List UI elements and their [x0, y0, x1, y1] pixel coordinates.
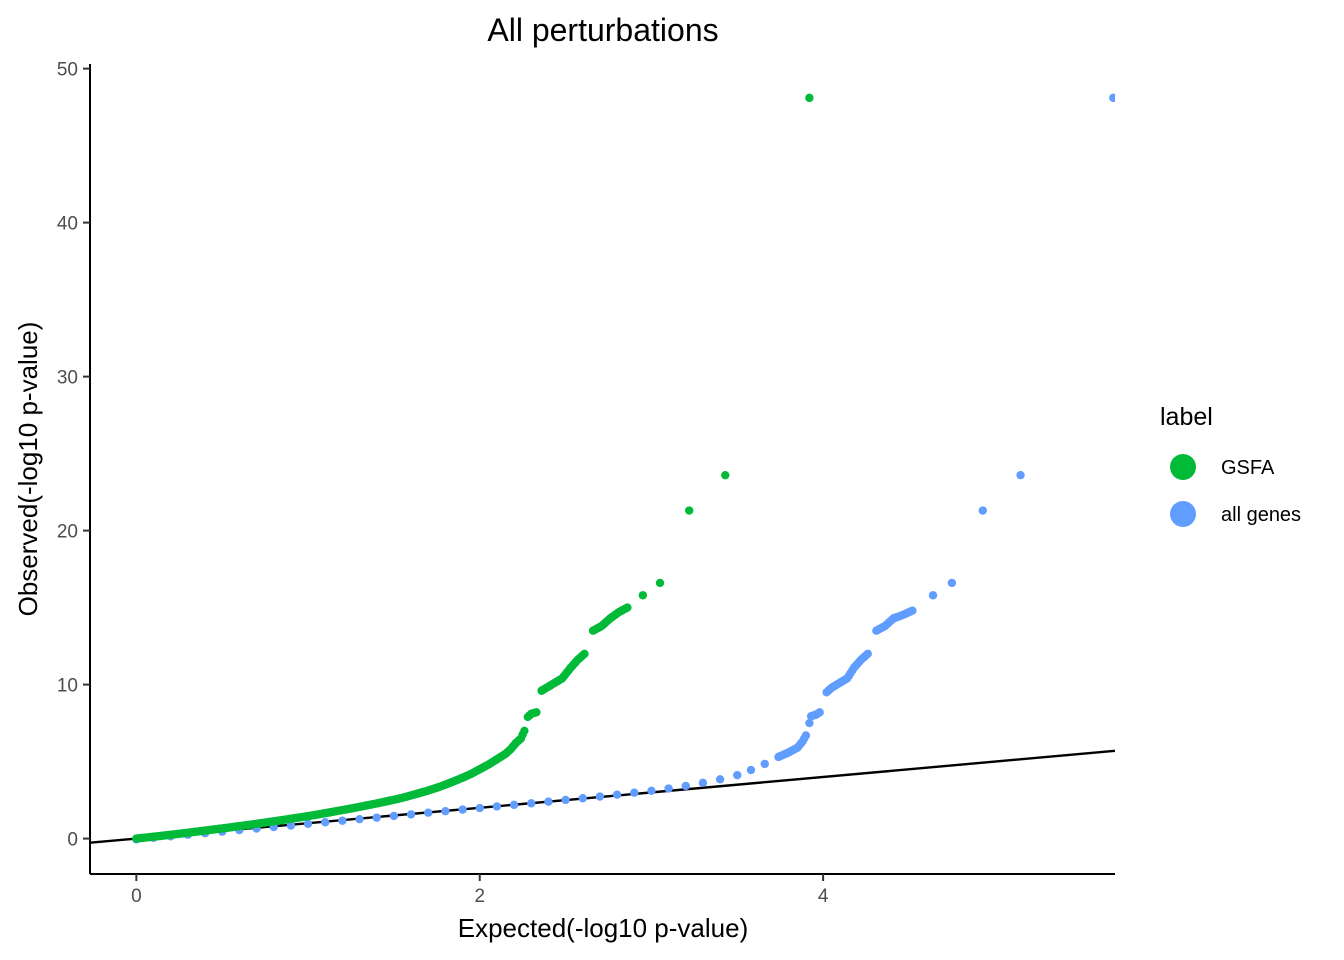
data-point: [947, 578, 957, 588]
data-point: [424, 808, 433, 817]
x-tick-label: 2: [474, 886, 485, 907]
data-point: [647, 786, 656, 796]
data-point: [527, 799, 536, 808]
data-point: [509, 800, 519, 810]
data-point: [978, 506, 987, 515]
data-point: [721, 470, 730, 480]
data-point: [389, 811, 399, 821]
data-point: [544, 797, 553, 806]
x-tick-label: 4: [818, 886, 829, 907]
data-point: [372, 813, 381, 822]
data-point: [612, 790, 622, 799]
data-point: [630, 788, 639, 797]
x-tick-label: 0: [131, 886, 142, 907]
data-point: [815, 708, 824, 717]
legend: label GSFA all genes: [1160, 403, 1301, 527]
data-point: [458, 805, 467, 814]
data-point: [655, 578, 665, 588]
data-point: [561, 795, 570, 805]
y-tick-label: 40: [57, 214, 78, 235]
y-tick-label: 50: [57, 60, 78, 81]
data-point: [746, 765, 756, 775]
data-point: [863, 649, 872, 658]
data-point: [805, 93, 814, 103]
data-point: [532, 708, 541, 717]
data-point: [638, 591, 648, 600]
data-point: [578, 794, 587, 803]
data-point: [492, 802, 502, 811]
legend-key: [1170, 501, 1196, 527]
y-tick-label: 20: [57, 522, 78, 543]
data-point: [406, 810, 416, 819]
chart-title: All perturbations: [487, 12, 718, 48]
data-point: [733, 770, 742, 780]
x-axis-title: Expected(-log10 p-value): [458, 913, 749, 943]
data-point: [664, 784, 673, 793]
y-tick-label: 0: [67, 830, 78, 851]
data-point: [685, 506, 694, 515]
legend-label: GSFA: [1221, 457, 1275, 479]
data-point: [908, 606, 917, 615]
legend-key: [1170, 454, 1196, 480]
data-point: [681, 781, 690, 791]
legend-title: label: [1160, 403, 1213, 431]
data-point: [303, 819, 313, 828]
data-point: [698, 778, 708, 788]
data-point: [338, 816, 347, 825]
series-all-genes: [132, 93, 1115, 844]
data-point: [801, 731, 811, 740]
y-tick-label: 10: [57, 676, 78, 697]
data-point: [595, 792, 605, 801]
data-point: [1109, 93, 1115, 103]
data-point: [760, 759, 769, 769]
y-axis-title: Observed(-log10 p-value): [13, 322, 43, 617]
series-gsfa: [132, 93, 814, 843]
data-point: [623, 603, 632, 612]
data-point: [321, 818, 330, 827]
y-tick-label: 30: [57, 368, 78, 389]
data-point: [355, 814, 364, 824]
data-point: [475, 803, 484, 813]
data-point: [520, 726, 529, 735]
legend-label: all genes: [1221, 504, 1301, 526]
data-point: [805, 718, 814, 728]
data-point: [1016, 470, 1025, 480]
data-point: [580, 649, 589, 658]
data-point: [715, 775, 725, 784]
data-point: [928, 591, 938, 600]
data-point: [286, 821, 296, 830]
data-point: [441, 806, 450, 816]
